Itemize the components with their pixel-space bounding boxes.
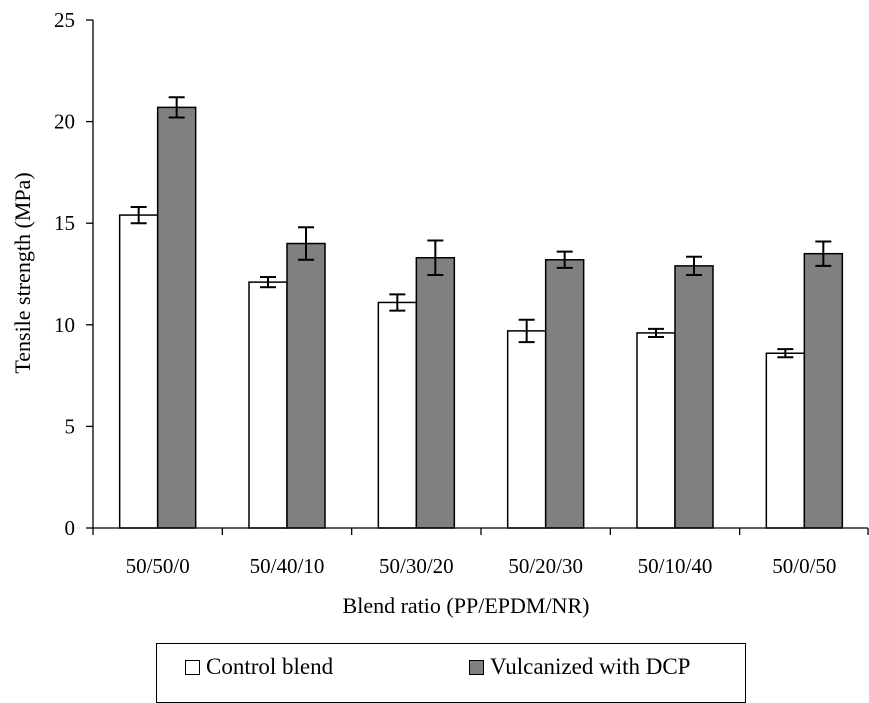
error-bar (427, 239, 444, 277)
y-tick-label: 0 (65, 516, 76, 540)
error-bar (168, 96, 185, 119)
bar-vulcanized (544, 259, 585, 529)
y-tick-label: 10 (54, 313, 75, 337)
bar-control (506, 330, 547, 529)
legend-swatch-control (185, 659, 200, 675)
legend-label-control: Control blend (206, 654, 334, 679)
error-bar (686, 255, 702, 277)
x-tick-label: 50/30/20 (379, 554, 454, 578)
bar-vulcanized (415, 256, 456, 529)
error-bar (815, 240, 832, 267)
bar-vulcanized (156, 106, 197, 529)
x-tick-label: 50/20/30 (508, 554, 583, 578)
bar-control (377, 301, 418, 529)
bar-control (118, 214, 159, 529)
y-axis-label: Tensile strength (MPa) (10, 172, 35, 373)
legend-item-vulcanized: Vulcanized with DCP (469, 654, 690, 680)
y-ticks-group: 0 5 10 15 20 25 (54, 8, 93, 540)
x-tick-label: 50/40/10 (250, 554, 325, 578)
error-bar (298, 226, 314, 261)
x-axis-label: Blend ratio (PP/EPDM/NR) (343, 593, 590, 618)
bars-group (118, 106, 844, 529)
y-tick-label: 5 (65, 414, 76, 438)
bar-vulcanized (803, 252, 844, 529)
bar-vulcanized (286, 242, 326, 529)
y-tick-label: 20 (54, 110, 75, 134)
error-bar (130, 205, 147, 225)
legend: Control blend Vulcanized with DCP (156, 643, 746, 703)
x-tick-label: 50/10/40 (638, 554, 713, 578)
error-bar (518, 318, 535, 344)
bar-control (636, 332, 676, 529)
legend-label-vulcanized: Vulcanized with DCP (490, 654, 691, 679)
error-bar (260, 276, 276, 289)
error-bars-group (130, 96, 832, 359)
y-tick-label: 15 (54, 211, 75, 235)
error-bar (648, 327, 664, 338)
bar-control (248, 281, 288, 529)
y-tick-label: 25 (54, 8, 75, 32)
error-bar (556, 250, 573, 269)
legend-item-control: Control blend (185, 654, 333, 680)
error-bar (389, 293, 406, 312)
x-tick-label: 50/50/0 (126, 554, 190, 578)
error-bar (777, 348, 794, 359)
x-tick-label: 50/0/50 (772, 554, 836, 578)
x-ticks-group: 50/50/0 50/40/10 50/30/20 50/20/30 50/10/40 5… (92, 528, 869, 578)
bar-vulcanized (674, 265, 714, 529)
legend-swatch-vulcanized (469, 659, 484, 675)
bar-control (765, 352, 806, 529)
